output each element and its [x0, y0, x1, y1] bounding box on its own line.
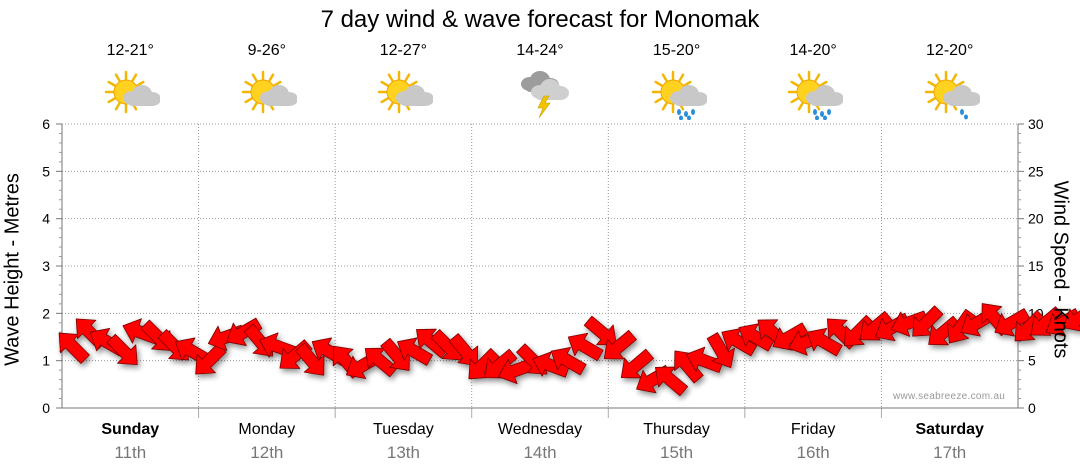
y-tick-label-left: 6 — [42, 116, 50, 132]
wind-arrow — [655, 366, 689, 397]
temp-range: 14-20° — [789, 42, 837, 59]
wind-arrow — [994, 308, 1031, 337]
wind-arrow — [603, 329, 637, 360]
temp-range: 12-20° — [926, 42, 974, 59]
day-date: 15th — [660, 443, 694, 462]
wind-arrow — [674, 350, 704, 384]
temp-range: 15-20° — [652, 42, 701, 59]
wind-arrow — [259, 332, 297, 359]
y-tick-label-left: 5 — [42, 163, 50, 179]
day-date: 12th — [250, 443, 284, 462]
y-tick-label-right: 30 — [1028, 116, 1044, 132]
day-date: 17th — [933, 443, 967, 462]
sun-cloud-icon — [377, 70, 435, 120]
sun-rain-icon — [787, 70, 845, 121]
wind-arrow — [706, 332, 735, 369]
sun-cloud-icon — [241, 70, 298, 120]
temp-range: 12-27° — [379, 42, 428, 59]
y-axis-right-label: Wind Speed - Knots — [1049, 180, 1072, 359]
day-date: 14th — [523, 443, 557, 462]
day-name: Sunday — [101, 421, 160, 438]
wind-arrow — [890, 310, 929, 337]
sun-rain-icon — [651, 70, 708, 121]
wind-arrow — [468, 348, 500, 380]
wind-arrow — [806, 328, 843, 357]
wind-arrow — [721, 328, 758, 357]
day-name: Friday — [790, 421, 836, 438]
wind-arrow — [567, 332, 604, 362]
credit-text: www.seabreeze.com.au — [893, 391, 1006, 402]
y-tick-label-right: 5 — [1028, 353, 1036, 369]
y-tick-label-left: 0 — [42, 400, 50, 416]
wind-arrow — [772, 322, 809, 351]
day-name: Tuesday — [373, 421, 434, 438]
day-name: Thursday — [643, 421, 710, 438]
sun-shower-icon — [924, 70, 981, 120]
day-name: Saturday — [915, 421, 984, 438]
day-date: 11th — [114, 443, 147, 462]
wind-arrow — [620, 348, 654, 379]
wind-arrows — [58, 303, 1080, 397]
y-tick-label-left: 2 — [42, 305, 50, 321]
chart-title: 7 day wind & wave forecast for Monomak — [320, 6, 760, 33]
y-tick-label-left: 4 — [42, 211, 50, 227]
wind-arrow — [448, 333, 479, 367]
day-date: 16th — [796, 443, 830, 462]
wind-arrow — [912, 305, 944, 337]
wind-arrow — [1014, 310, 1046, 342]
y-tick-label-right: 15 — [1028, 258, 1044, 274]
y-axis-left-label: Wave Height - Metres — [1, 173, 24, 366]
y-tick-label-right: 20 — [1028, 211, 1044, 227]
wind-arrow — [550, 347, 587, 376]
wind-arrow — [58, 332, 90, 364]
sun-cloud-icon — [104, 70, 162, 120]
y-tick-label-right: 0 — [1028, 400, 1036, 416]
day-name: Wednesday — [497, 421, 583, 438]
y-tick-label-left: 3 — [42, 258, 50, 274]
day-name: Monday — [238, 421, 296, 438]
wind-arrow — [843, 314, 876, 347]
storm-icon — [514, 70, 570, 120]
wind-arrow — [928, 315, 962, 346]
wind-arrow — [397, 337, 433, 366]
temp-range: 12-21° — [106, 42, 154, 59]
y-tick-label-left: 1 — [42, 353, 50, 369]
temp-range: 14-24° — [516, 42, 564, 59]
day-date: 13th — [386, 443, 420, 462]
wind-arrow — [106, 333, 138, 366]
temp-range: 9-26° — [247, 42, 287, 59]
y-tick-label-right: 25 — [1028, 163, 1044, 179]
